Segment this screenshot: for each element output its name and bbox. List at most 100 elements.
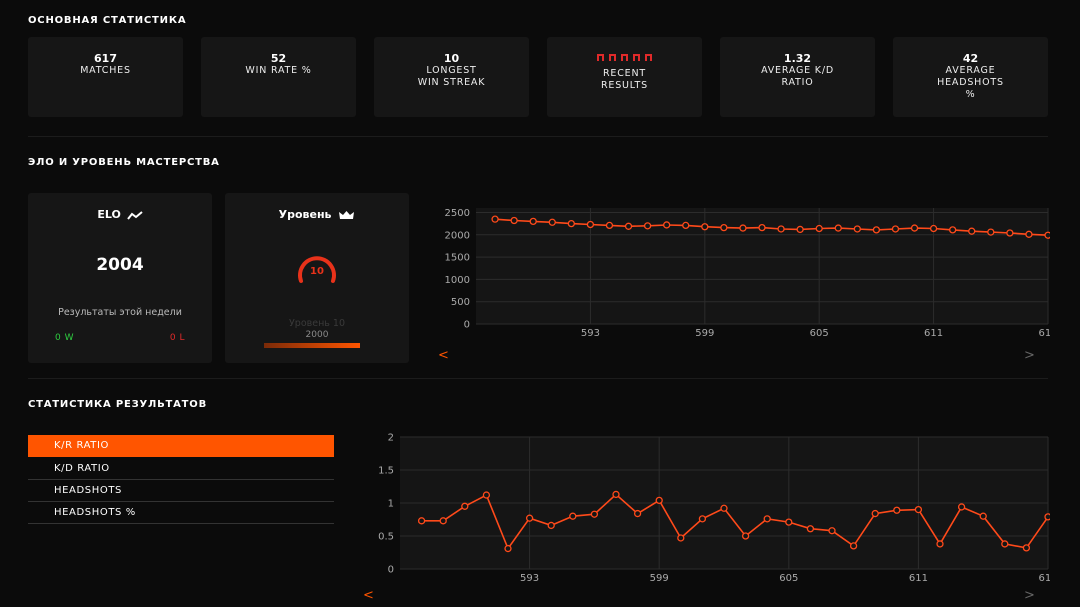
level-progress-fill — [264, 343, 360, 348]
data-point[interactable] — [929, 224, 938, 233]
data-point[interactable] — [590, 510, 599, 518]
data-point[interactable] — [910, 224, 919, 232]
data-point[interactable] — [655, 496, 663, 505]
tab-headshots-pct[interactable]: HEADSHOTS % — [28, 502, 334, 524]
data-point[interactable] — [643, 222, 652, 230]
section-title-main-stats: ОСНОВНАЯ СТАТИСТИКА — [28, 15, 187, 26]
data-point[interactable] — [936, 540, 944, 548]
elo-title: ELO — [97, 208, 121, 221]
data-point[interactable] — [914, 505, 923, 514]
data-point[interactable] — [612, 490, 620, 499]
level-title: Уровень — [278, 208, 332, 221]
stat-label: RECENT RESULTS — [600, 68, 648, 91]
data-point[interactable] — [957, 503, 966, 511]
data-point[interactable] — [682, 221, 690, 230]
week-wins: 0 W — [55, 333, 74, 343]
data-point[interactable] — [815, 224, 823, 233]
data-point[interactable] — [949, 226, 957, 234]
data-point[interactable] — [529, 217, 537, 226]
x-tick-label: 599 — [695, 328, 714, 339]
level-10-icon: 10 — [298, 256, 336, 283]
tab-headshots[interactable]: HEADSHOTS — [28, 480, 334, 502]
elo-chart: 0 500 1000 1500 2000 2500 593 599 605 611 617 — [420, 190, 1058, 350]
y-tick-label: 500 — [451, 297, 470, 308]
data-point[interactable] — [758, 223, 766, 232]
stat-card-matches: 617 MATCHES — [28, 37, 183, 117]
data-point[interactable] — [439, 517, 447, 525]
data-point[interactable] — [1022, 544, 1031, 552]
data-point[interactable] — [567, 219, 575, 228]
stat-value: 52 — [270, 52, 287, 65]
data-point[interactable] — [482, 491, 491, 499]
section-title-results: СТАТИСТИКА РЕЗУЛЬТАТОВ — [28, 399, 208, 410]
stat-label: WIN RATE % — [245, 65, 312, 76]
recent-results-indicators — [547, 54, 702, 62]
x-tick-label: 605 — [810, 328, 829, 339]
data-point[interactable] — [1044, 231, 1052, 239]
data-point[interactable] — [849, 542, 858, 550]
data-point[interactable] — [871, 509, 879, 518]
data-point[interactable] — [547, 521, 555, 530]
elo-chart-prev-button[interactable]: < — [438, 348, 449, 363]
data-point[interactable] — [1006, 229, 1014, 237]
stat-card-longest-win-streak: 10 LONGEST WIN STREAK — [374, 37, 529, 117]
data-point[interactable] — [777, 225, 785, 233]
data-point[interactable] — [763, 515, 771, 523]
stat-value: 10 — [443, 52, 460, 65]
data-point[interactable] — [806, 525, 815, 533]
data-point[interactable] — [461, 502, 469, 510]
data-point[interactable] — [510, 216, 518, 225]
data-point[interactable] — [987, 228, 995, 236]
y-tick-label: 2 — [388, 433, 394, 444]
data-point[interactable] — [663, 221, 671, 229]
divider — [28, 136, 1048, 137]
stat-card-avg-headshots: 42 AVERAGE HEADSHOTS % — [893, 37, 1048, 117]
elo-chart-next-button[interactable]: > — [1024, 348, 1035, 363]
data-point[interactable] — [1044, 513, 1052, 521]
recent-result-loss — [609, 54, 616, 61]
data-point[interactable] — [720, 504, 728, 512]
data-point[interactable] — [624, 222, 633, 230]
data-point[interactable] — [785, 518, 793, 526]
data-point[interactable] — [853, 225, 861, 233]
tab-kd-ratio[interactable]: K/D RATIO — [28, 458, 334, 480]
stat-label: AVERAGE K/D RATIO — [761, 65, 834, 88]
data-point[interactable] — [677, 534, 685, 542]
data-point[interactable] — [586, 220, 595, 229]
x-tick-label: 611 — [909, 573, 928, 584]
data-point[interactable] — [698, 515, 707, 523]
data-point[interactable] — [1001, 540, 1009, 548]
data-point[interactable] — [548, 218, 556, 226]
data-point[interactable] — [701, 223, 709, 231]
data-point[interactable] — [720, 223, 728, 232]
tab-kr-ratio[interactable]: K/R RATIO — [28, 435, 334, 457]
stat-card-avg-kd: 1.32 AVERAGE K/D RATIO — [720, 37, 875, 117]
data-point[interactable] — [633, 509, 642, 518]
y-tick-label: 0 — [464, 320, 470, 331]
data-point[interactable] — [796, 225, 804, 234]
data-point[interactable] — [834, 224, 842, 232]
results-chart-next-button[interactable]: > — [1024, 588, 1035, 603]
data-point[interactable] — [979, 512, 987, 520]
data-point[interactable] — [828, 527, 836, 535]
data-point[interactable] — [893, 506, 901, 514]
section-title-elo: ЭЛО И УРОВЕНЬ МАСТЕРСТВА — [28, 157, 220, 168]
data-point[interactable] — [741, 532, 750, 540]
data-point[interactable] — [968, 227, 976, 235]
data-point[interactable] — [739, 224, 747, 232]
data-point[interactable] — [491, 215, 499, 223]
y-tick-label: 1 — [388, 499, 394, 510]
results-chart-prev-button[interactable]: < — [363, 588, 374, 603]
data-point[interactable] — [504, 544, 512, 553]
data-point[interactable] — [1025, 230, 1033, 238]
data-point[interactable] — [605, 221, 614, 230]
stat-label: MATCHES — [80, 65, 131, 76]
data-point[interactable] — [525, 514, 534, 522]
crown-icon — [339, 211, 355, 219]
data-point[interactable] — [417, 517, 426, 525]
y-tick-label: 1500 — [445, 253, 470, 264]
stat-card-recent-results: RECENT RESULTS — [547, 37, 702, 117]
data-point[interactable] — [891, 225, 900, 233]
data-point[interactable] — [569, 512, 577, 520]
data-point[interactable] — [872, 226, 881, 234]
